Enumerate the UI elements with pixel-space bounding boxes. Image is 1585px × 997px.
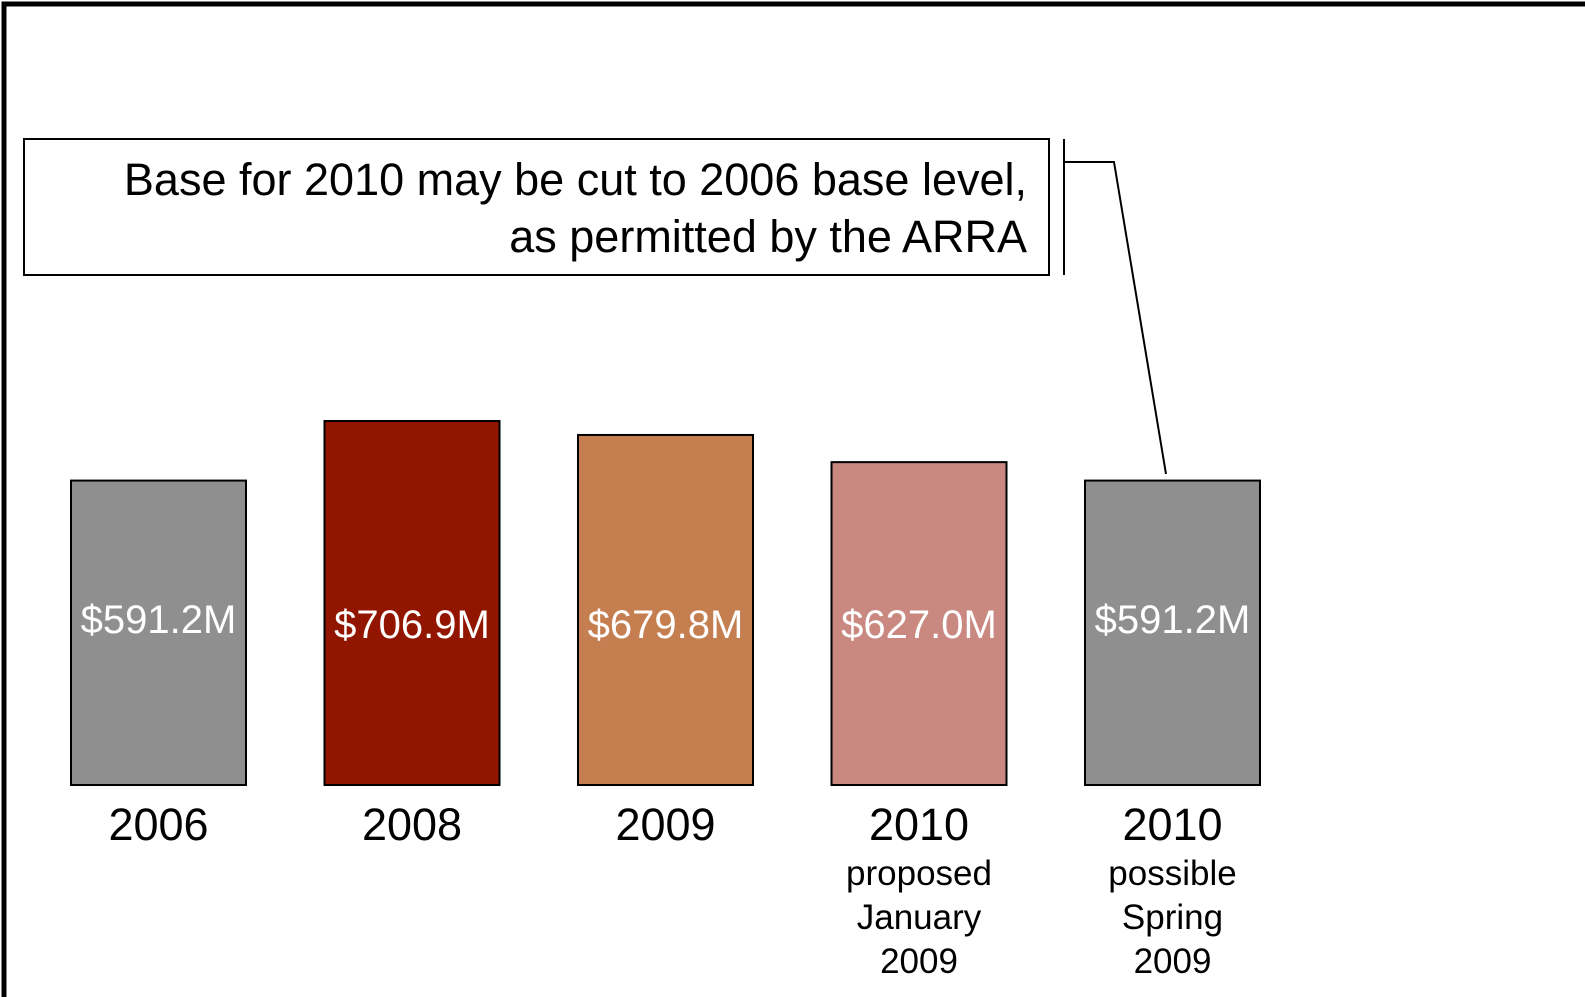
category-sublabel: 2009: [880, 942, 958, 981]
category-label: 2009: [615, 799, 715, 850]
annotation-callout: Base for 2010 may be cut to 2006 base le…: [23, 138, 1167, 475]
bars: $591.2M 2006 $706.9M 2008 $679.8M 2009 $627.0M…: [70, 420, 1261, 981]
category-sublabel: 2009: [1134, 942, 1212, 981]
bar-2009-2: [577, 433, 754, 786]
bar-value-label: $591.2M: [1095, 598, 1251, 642]
bar-value-label: $591.2M: [81, 598, 237, 642]
bar-2010-3: [830, 461, 1008, 786]
bar-value-label: $706.9M: [334, 603, 490, 647]
category-sublabel: January: [857, 898, 982, 937]
bar-value-label: $679.8M: [588, 603, 744, 647]
category-sublabel: Spring: [1122, 898, 1223, 937]
bar-value-label: $627.0M: [841, 603, 997, 647]
bar-2006-0: [70, 479, 247, 786]
category-label: 2010: [869, 799, 969, 850]
category-label: 2010: [1122, 799, 1222, 850]
category-sublabel: possible: [1108, 854, 1236, 893]
bar-2010-4: [1084, 479, 1261, 786]
category-label: 2008: [362, 799, 462, 850]
category-label: 2006: [108, 799, 208, 850]
annotation-pointer-line: [1064, 161, 1167, 475]
bar-2008-1: [323, 420, 501, 786]
annotation-box: [23, 138, 1050, 276]
category-sublabel: proposed: [846, 854, 992, 893]
annotation-line-2: as permitted by the ARRA: [509, 211, 1027, 262]
annotation-line-1: Base for 2010 may be cut to 2006 base le…: [124, 154, 1027, 205]
